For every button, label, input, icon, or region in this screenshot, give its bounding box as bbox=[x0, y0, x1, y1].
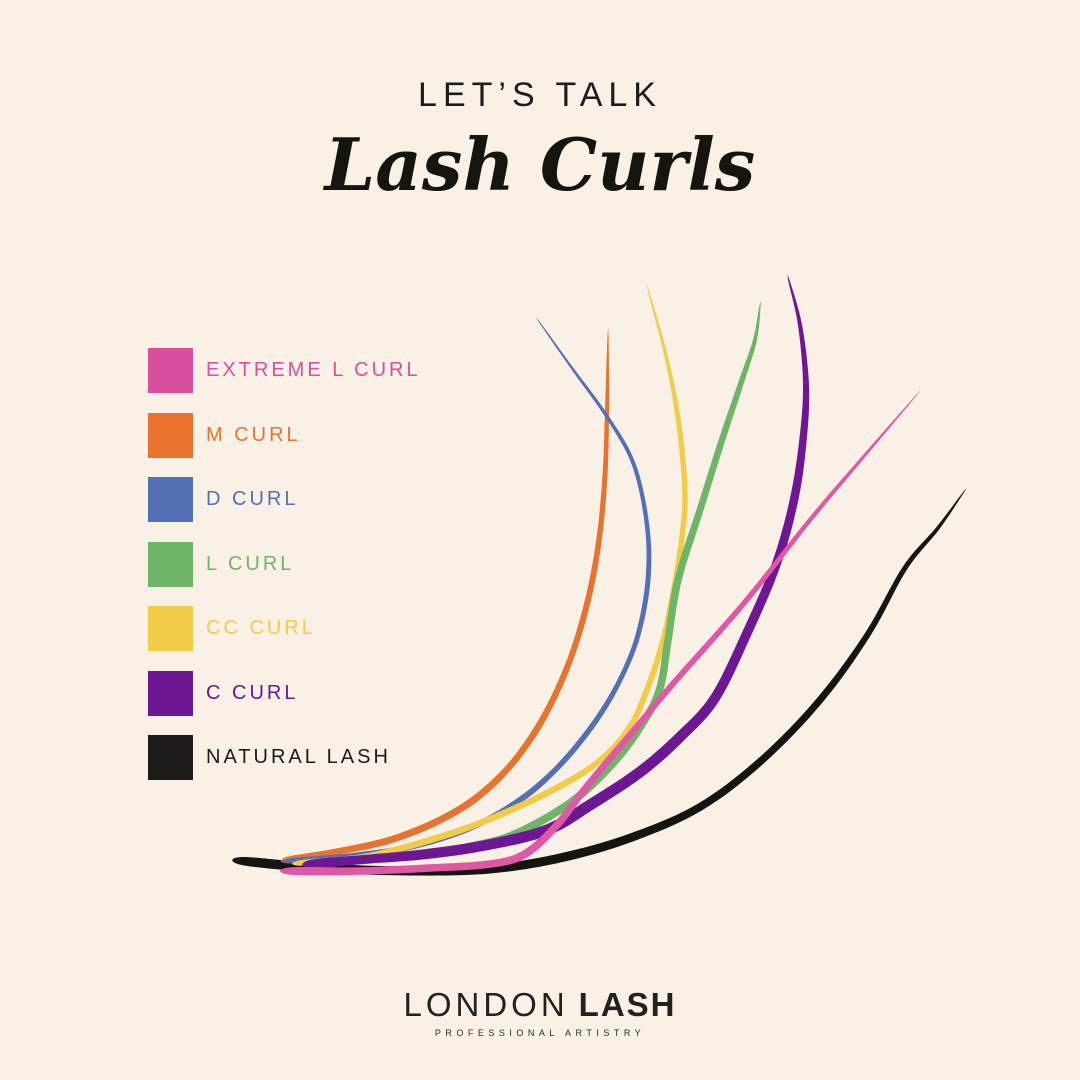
color-swatch bbox=[148, 606, 193, 651]
legend-row-natural-lash: NATURAL LASH bbox=[148, 735, 421, 780]
color-swatch bbox=[148, 348, 193, 393]
legend-row-d-curl: D CURL bbox=[148, 477, 421, 522]
brand-word-london: LONDON bbox=[403, 986, 569, 1023]
legend-label: L CURL bbox=[206, 552, 295, 575]
legend-row-extreme-l-curl: EXTREME L CURL bbox=[148, 348, 421, 393]
color-swatch bbox=[148, 541, 193, 587]
page-title: Lash Curls bbox=[324, 122, 756, 207]
color-swatch bbox=[148, 735, 193, 780]
brand-word-lash: LASH bbox=[578, 986, 677, 1023]
legend-label: D CURL bbox=[206, 488, 299, 510]
legend-label: M CURL bbox=[206, 423, 301, 446]
legend-row-m-curl: M CURL bbox=[148, 412, 421, 458]
legend-label: EXTREME L CURL bbox=[206, 359, 421, 381]
brand-tagline: PROFESSIONAL ARTISTRY bbox=[434, 1028, 646, 1038]
legend-label: CC CURL bbox=[206, 617, 316, 639]
legend-label: NATURAL LASH bbox=[206, 746, 391, 768]
legend-row-l-curl: L CURL bbox=[148, 541, 421, 587]
brand-logo: LONDON LASH bbox=[0, 988, 1080, 1021]
legend-row-c-curl: C CURL bbox=[148, 670, 421, 716]
footer-section: LONDON LASH PROFESSIONAL ARTISTRY bbox=[0, 988, 1080, 1038]
curl-legend: EXTREME L CURL M CURL D CURL L CURL CC C… bbox=[148, 348, 421, 800]
legend-row-cc-curl: CC CURL bbox=[148, 606, 421, 651]
color-swatch bbox=[148, 477, 193, 522]
header-section: LET’S TALK Lash Curls bbox=[0, 0, 1080, 201]
color-swatch bbox=[148, 412, 193, 458]
color-swatch bbox=[148, 670, 193, 716]
kicker-text: LET’S TALK bbox=[418, 76, 662, 114]
legend-label: C CURL bbox=[206, 681, 299, 704]
